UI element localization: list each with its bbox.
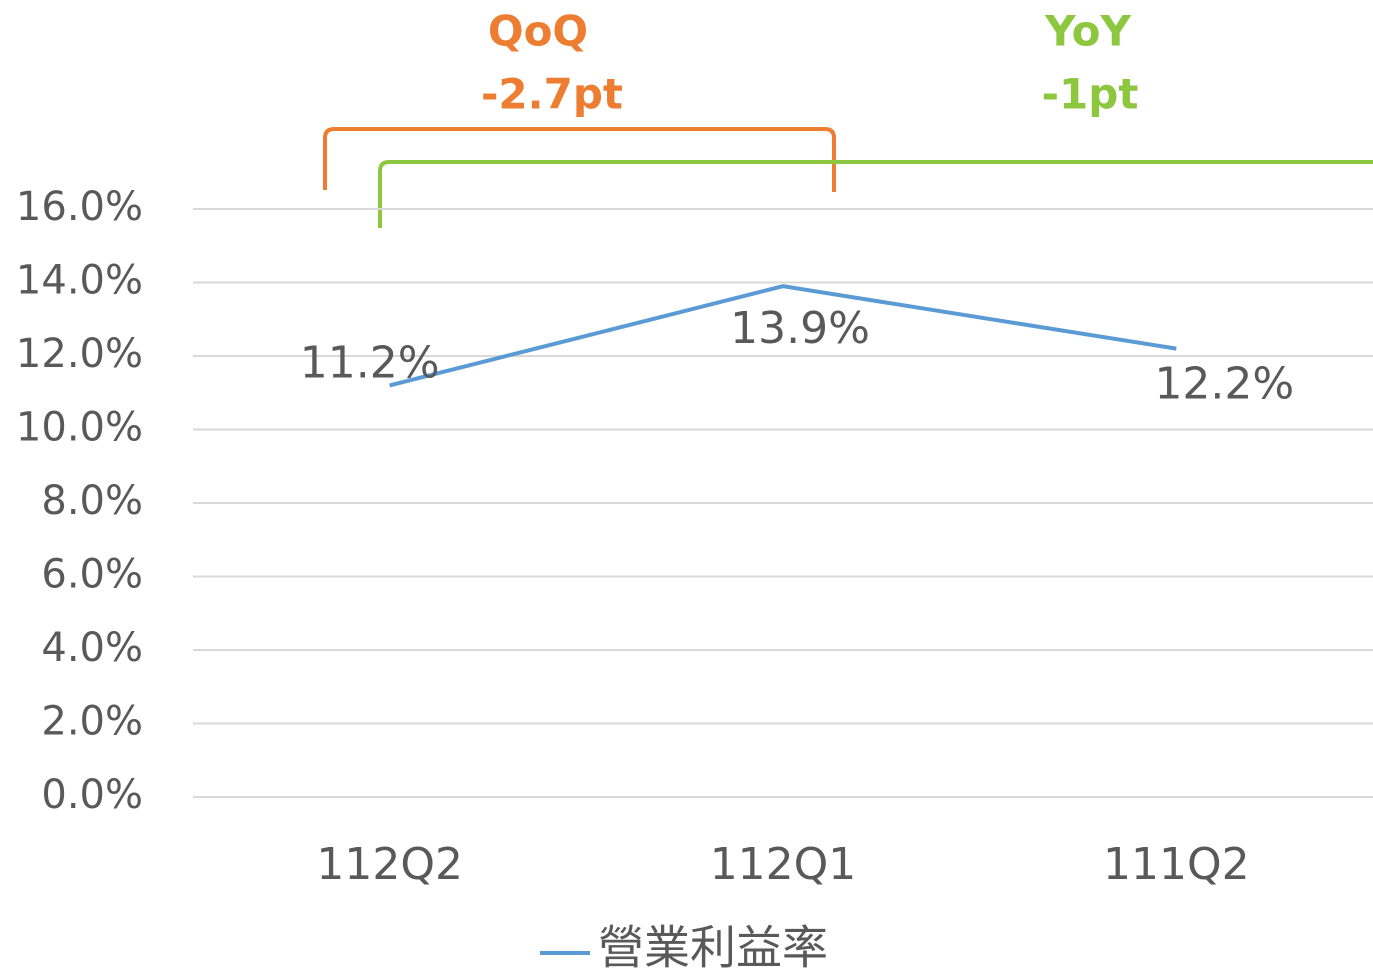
x-tick-label: 111Q2 bbox=[1103, 839, 1250, 890]
y-tick-label: 0.0% bbox=[41, 772, 143, 818]
qoq-bracket bbox=[323, 127, 836, 192]
qoq-title: QoQ bbox=[488, 7, 588, 56]
line bbox=[389, 284, 1177, 388]
yoy-title: YoY bbox=[1044, 7, 1131, 56]
yoy-text: -1pt bbox=[1042, 70, 1139, 119]
x-tick-label: 112Q2 bbox=[316, 839, 463, 890]
y-tick-label: 16.0% bbox=[16, 184, 143, 230]
y-tick-label: 12.0% bbox=[16, 331, 143, 377]
data-label: 11.2% bbox=[300, 337, 440, 388]
y-tick-label: 6.0% bbox=[41, 552, 143, 598]
y-tick-label: 8.0% bbox=[41, 478, 143, 524]
legend-label: 營業利益率 bbox=[598, 921, 828, 975]
x-tick-label: 112Q1 bbox=[710, 839, 857, 890]
data-label: 13.9% bbox=[730, 303, 870, 354]
y-tick-label: 14.0% bbox=[16, 258, 143, 304]
y-tick-label: 10.0% bbox=[16, 405, 143, 451]
y-tick-label: 2.0% bbox=[41, 699, 143, 745]
y-tick-label: 4.0% bbox=[41, 625, 143, 671]
qoq-text: -2.7pt bbox=[481, 70, 623, 119]
yoy-bracket bbox=[378, 160, 1373, 228]
data-label: 12.2% bbox=[1154, 359, 1294, 410]
